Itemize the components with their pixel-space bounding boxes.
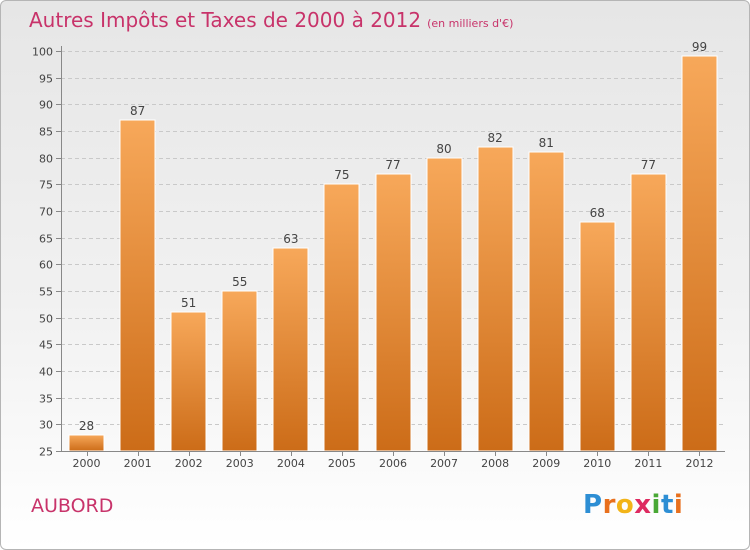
logo-letter: x bbox=[634, 490, 652, 520]
bar bbox=[221, 290, 258, 452]
x-tick-label: 2001 bbox=[124, 457, 152, 470]
x-tick-label: 2004 bbox=[277, 457, 305, 470]
y-tick-label: 85 bbox=[39, 126, 53, 139]
x-tick-label: 2012 bbox=[685, 457, 713, 470]
data-label: 75 bbox=[334, 168, 349, 182]
bar bbox=[119, 119, 156, 452]
bar bbox=[323, 183, 360, 452]
logo-letter: P bbox=[583, 490, 603, 520]
y-tick-label: 65 bbox=[39, 233, 53, 246]
chart-title-text: Autres Impôts et Taxes de 2000 à 2012 bbox=[29, 8, 422, 32]
bar bbox=[528, 151, 565, 452]
chart-title: Autres Impôts et Taxes de 2000 à 2012 (en… bbox=[29, 8, 513, 32]
x-tick-label: 2002 bbox=[175, 457, 203, 470]
logo-letter: o bbox=[615, 490, 635, 520]
x-tick-label: 2010 bbox=[583, 457, 611, 470]
x-tick-label: 2008 bbox=[481, 457, 509, 470]
logo-letter: r bbox=[602, 490, 616, 520]
y-tick-label: 55 bbox=[39, 286, 53, 299]
y-tick-label: 25 bbox=[39, 446, 53, 459]
data-label: 80 bbox=[436, 142, 451, 156]
y-tick-label: 50 bbox=[39, 313, 53, 326]
bar bbox=[170, 311, 207, 452]
chart-unit-text: (en milliers d'€) bbox=[427, 17, 514, 30]
axes bbox=[56, 46, 725, 456]
x-tick-label: 2003 bbox=[226, 457, 254, 470]
data-label: 81 bbox=[539, 136, 554, 150]
data-label: 63 bbox=[283, 232, 298, 246]
data-label: 99 bbox=[692, 40, 707, 54]
y-tick-label: 80 bbox=[39, 153, 53, 166]
proxiti-logo[interactable]: Proxiti bbox=[583, 490, 683, 520]
y-tick-label: 60 bbox=[39, 259, 53, 272]
x-tick-label: 2009 bbox=[532, 457, 560, 470]
data-label: 82 bbox=[488, 131, 503, 145]
bar bbox=[630, 173, 667, 452]
bar bbox=[426, 157, 463, 452]
data-label: 51 bbox=[181, 296, 196, 310]
x-tick-label: 2006 bbox=[379, 457, 407, 470]
y-tick-label: 35 bbox=[39, 393, 53, 406]
data-label: 55 bbox=[232, 275, 247, 289]
bar bbox=[375, 173, 412, 452]
y-tick-label: 30 bbox=[39, 419, 53, 432]
place-name: AUBORD bbox=[31, 495, 114, 517]
x-tick-label: 2007 bbox=[430, 457, 458, 470]
labels: 25 30 35 40 45 50 55 60 65 70 75 80 85 90 95 100 28 2000 8… bbox=[32, 40, 713, 470]
y-tick-label: 95 bbox=[39, 73, 53, 86]
x-tick-label: 2005 bbox=[328, 457, 356, 470]
logo-letter: i bbox=[673, 490, 684, 520]
x-tick-label: 2000 bbox=[73, 457, 101, 470]
y-tick-label: 100 bbox=[32, 46, 53, 59]
y-tick-label: 70 bbox=[39, 206, 53, 219]
bar bbox=[272, 247, 309, 452]
data-label: 28 bbox=[79, 419, 94, 433]
bar bbox=[579, 221, 616, 452]
x-tick-label: 2011 bbox=[634, 457, 662, 470]
logo-letter: i bbox=[651, 490, 661, 520]
y-tick-label: 75 bbox=[39, 179, 53, 192]
bars bbox=[68, 55, 718, 452]
bar bbox=[68, 434, 105, 452]
bar bbox=[477, 146, 514, 452]
y-tick-label: 90 bbox=[39, 99, 53, 112]
bar bbox=[681, 55, 718, 452]
data-label: 87 bbox=[130, 104, 145, 118]
y-tick-label: 45 bbox=[39, 339, 53, 352]
y-tick-label: 40 bbox=[39, 366, 53, 379]
logo-letter: t bbox=[660, 490, 674, 520]
data-label: 68 bbox=[590, 206, 605, 220]
data-label: 77 bbox=[641, 158, 656, 172]
data-label: 77 bbox=[385, 158, 400, 172]
